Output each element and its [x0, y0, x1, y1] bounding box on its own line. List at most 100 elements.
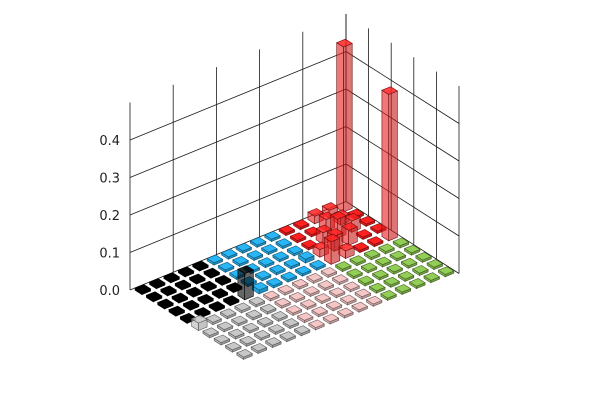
- bar-top-face: [234, 302, 251, 311]
- bar-top-face: [289, 232, 307, 241]
- bar-2-1: [171, 292, 189, 304]
- bar-6-6: [288, 291, 306, 303]
- bar-top-face: [299, 299, 317, 308]
- bar-2-2: [185, 286, 203, 298]
- bar-top-face: [264, 337, 282, 346]
- bar-top-face: [392, 237, 410, 247]
- bar-top-face: [346, 268, 364, 277]
- bar-2-3: [200, 280, 218, 292]
- bar-top-face: [329, 211, 347, 220]
- bar-3-1: [182, 299, 200, 311]
- bar-top-face: [381, 86, 399, 95]
- bar-7-1: [227, 328, 245, 340]
- bar-1-10: [289, 232, 307, 244]
- bar-9-10: [380, 289, 397, 301]
- bar-top-face: [282, 318, 300, 327]
- bar-top-face: [408, 278, 426, 287]
- bar-top-face: [216, 321, 234, 330]
- bar-6-3: [245, 309, 263, 321]
- bar-0-4: [192, 260, 209, 272]
- bar-top-face: [264, 231, 281, 240]
- bar-top-face: [174, 279, 192, 289]
- bar-4-7: [280, 271, 298, 283]
- bar-2-7: [257, 257, 275, 269]
- bar-top-face: [256, 316, 274, 326]
- bar-top-face: [338, 242, 355, 252]
- bar-6-9: [331, 274, 349, 286]
- bar-top-face: [211, 288, 229, 297]
- bar-top-face: [232, 255, 249, 265]
- bar-2-14: [358, 215, 376, 227]
- bar-top-face: [268, 324, 285, 333]
- bar-7-14: [415, 251, 432, 263]
- bar-9-3: [279, 331, 297, 343]
- bar-0-7: [235, 242, 253, 254]
- bar-9-1: [250, 343, 268, 355]
- bar-6-10: [346, 268, 364, 280]
- bar-top-face: [297, 251, 315, 260]
- bar-top-face: [242, 322, 260, 332]
- bar-top-face: [344, 212, 362, 222]
- bar-4-13: [366, 236, 384, 248]
- bar-5-2: [219, 308, 237, 320]
- bar-top-face: [203, 267, 221, 277]
- bar-1-5: [217, 261, 235, 273]
- bar-top-face: [283, 258, 301, 268]
- bar-3-13: [355, 229, 373, 241]
- bar-2-8: [272, 251, 290, 263]
- bar-top-face: [274, 297, 292, 307]
- bar-top-face: [331, 274, 349, 283]
- bar-0-10: [278, 225, 296, 237]
- bar-top-face: [366, 236, 384, 245]
- bar-6-7: [303, 286, 320, 298]
- bar-top-face: [257, 257, 275, 266]
- bar-top-face: [213, 334, 231, 344]
- bar-0-0: [134, 284, 152, 296]
- bar-top-face: [340, 294, 357, 304]
- bar-5-12: [363, 249, 381, 261]
- bar-top-face: [208, 301, 226, 310]
- bar-top-face: [245, 309, 263, 319]
- bar-8-0: [224, 341, 242, 353]
- bar-top-face: [423, 272, 441, 281]
- bar-top-face: [205, 314, 223, 323]
- bar-side-face: [237, 268, 245, 301]
- bar-top-face: [157, 298, 174, 308]
- bar-top-face: [285, 305, 303, 314]
- bar-top-face: [288, 291, 306, 301]
- bar-top-face: [286, 245, 304, 254]
- bar-8-13: [412, 265, 429, 277]
- bar-4-8: [294, 265, 312, 277]
- bar-top-face: [311, 306, 329, 315]
- back-wall-gridline-2: [129, 126, 347, 216]
- bar-top-face: [400, 257, 418, 267]
- bar-0-8: [249, 236, 267, 248]
- bar-top-face: [375, 256, 392, 266]
- bar-5-6: [277, 284, 295, 296]
- bar-5-13: [378, 243, 395, 255]
- bar-7-8: [328, 287, 346, 299]
- bar-9-13: [423, 272, 441, 284]
- bar-top-face: [336, 307, 354, 317]
- bar-top-face: [206, 254, 224, 264]
- bar-4-5: [251, 281, 269, 295]
- bar-7-2: [242, 322, 260, 334]
- bar-6-1: [216, 321, 234, 333]
- bar-8-4: [282, 318, 300, 330]
- bar-top-face: [185, 286, 203, 296]
- bar-8-9: [354, 288, 372, 300]
- bar-9-11: [394, 284, 412, 296]
- bar-top-face: [325, 300, 343, 309]
- bar-top-face: [306, 272, 323, 282]
- bar-top-face: [219, 308, 237, 317]
- bar-8-10: [368, 282, 386, 294]
- bar-top-face: [321, 202, 339, 211]
- bar-top-face: [160, 285, 177, 294]
- bar-7-11: [371, 269, 389, 281]
- bar-7-3: [256, 316, 274, 328]
- bar-9-2: [264, 337, 282, 349]
- bar-side-face: [323, 237, 332, 265]
- bar-top-face: [349, 255, 367, 264]
- bar-top-face: [397, 270, 415, 280]
- bar-3-0: [168, 305, 186, 317]
